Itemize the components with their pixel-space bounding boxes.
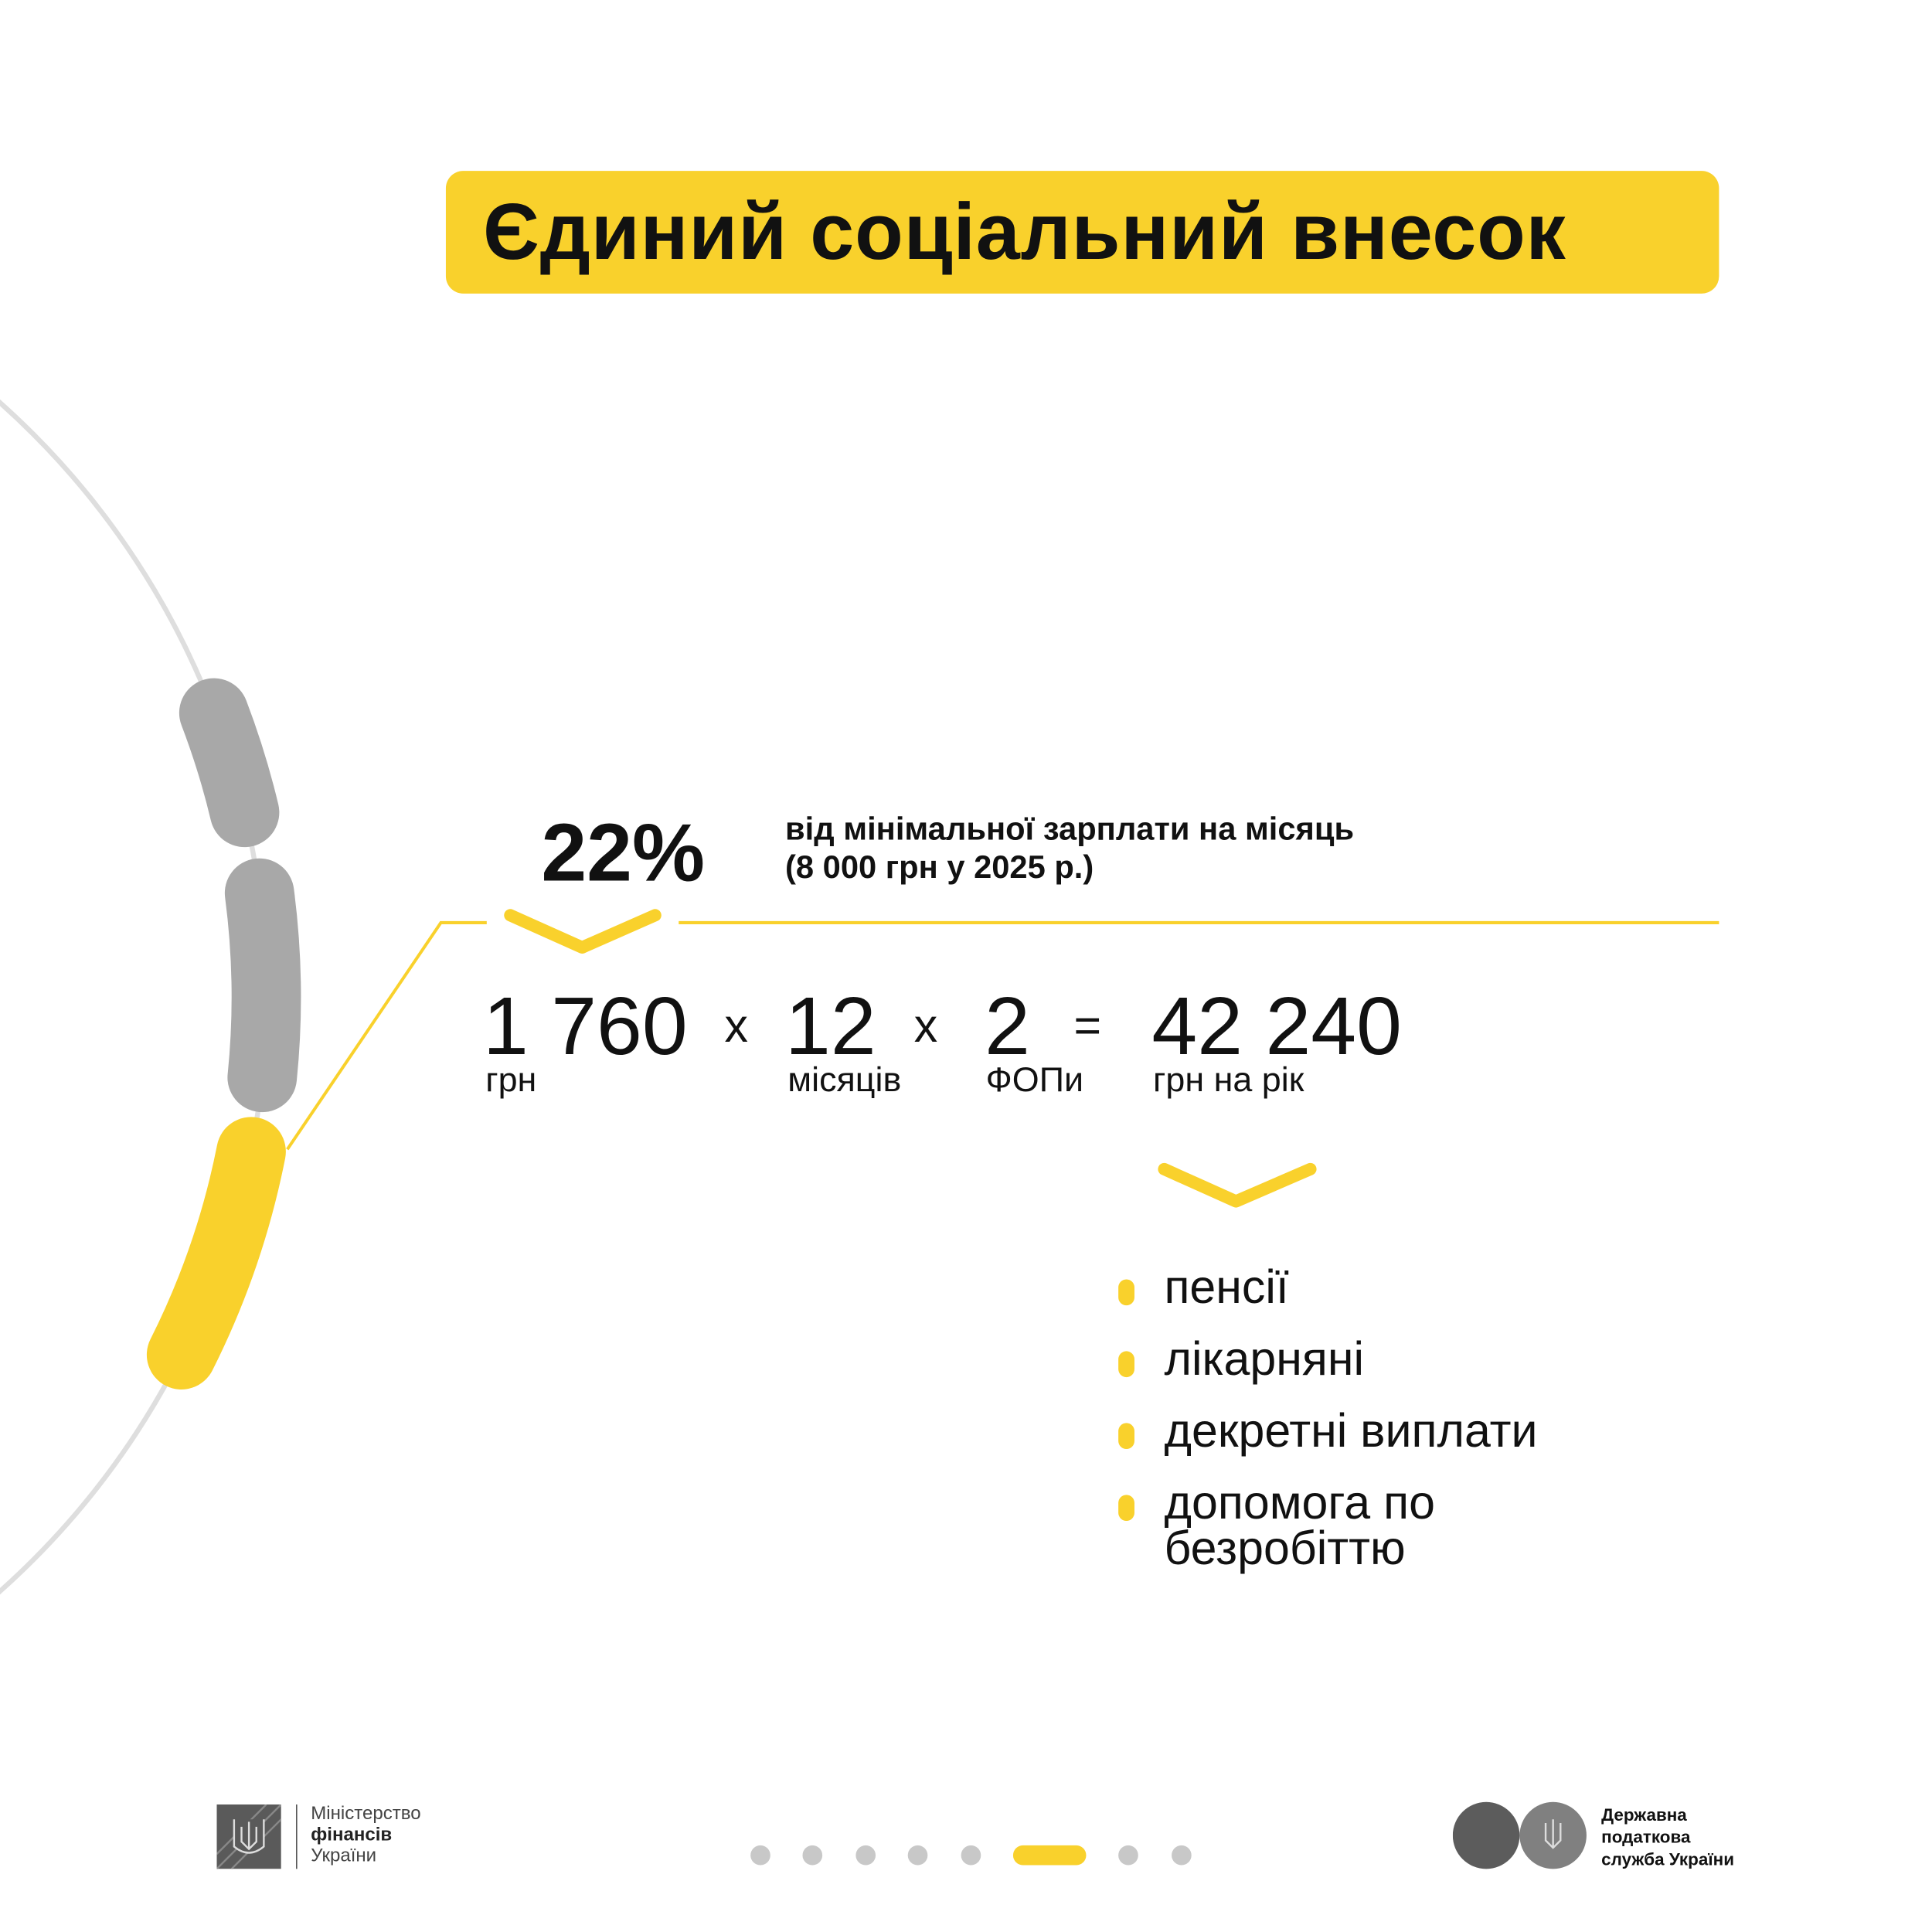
page-dot-1[interactable] [750, 1845, 770, 1866]
page-dot-6-active[interactable] [1012, 1845, 1087, 1866]
thin-circle [0, 400, 269, 1595]
bullet-icon [1118, 1351, 1134, 1378]
bullet-icon [1118, 1279, 1134, 1306]
bullet-icon [1118, 1495, 1134, 1521]
tax-service-emblem-icon [1452, 1801, 1587, 1869]
logo-divider [296, 1804, 298, 1869]
list-item: допомога по [1164, 1477, 1435, 1530]
arc-segment-gray-1 [179, 678, 280, 848]
title-banner [445, 171, 1719, 294]
equals-sign: = [1073, 1000, 1102, 1053]
connector-line [286, 920, 487, 1151]
list-item: пенсії [1164, 1262, 1289, 1315]
logo-text: Міністерство [311, 1803, 421, 1825]
page-dot-5[interactable] [961, 1845, 981, 1866]
logo-text: фінансів [311, 1824, 393, 1845]
logo-text: України [311, 1845, 377, 1867]
list-item: декретні виплати [1164, 1405, 1538, 1458]
rate-description-note: (8 000 грн у 2025 р.) [785, 848, 1094, 886]
list-item: лікарняні [1164, 1334, 1365, 1386]
term3-unit: ФОПи [985, 1060, 1084, 1099]
rate-description: від мінімальної зарплати на місяць [785, 810, 1355, 848]
multiply-sign: x [724, 1000, 748, 1053]
result-unit: грн на рік [1153, 1060, 1304, 1099]
term2-value: 12 [785, 979, 876, 1072]
chevron-down-icon [1158, 1162, 1317, 1208]
page-dot-8[interactable] [1172, 1845, 1192, 1866]
trident-emblem-icon [216, 1804, 281, 1869]
term1-value: 1 760 [483, 979, 688, 1072]
term3-value: 2 [985, 979, 1030, 1072]
arc-segment-gray-2 [224, 858, 301, 1113]
list-item-continuation: безробіттю [1164, 1523, 1406, 1576]
page-dot-4[interactable] [907, 1845, 928, 1866]
logo-text: служба України [1601, 1849, 1735, 1869]
rate-percent: 22% [541, 806, 706, 898]
result-value: 42 240 [1151, 979, 1402, 1072]
logo-text: податкова [1601, 1826, 1691, 1847]
bullet-icon [1118, 1423, 1134, 1450]
multiply-sign: x [913, 1000, 938, 1053]
page-dot-2[interactable] [802, 1845, 823, 1866]
page-dot-7[interactable] [1118, 1845, 1138, 1866]
chevron-down-icon [504, 909, 662, 954]
page-dot-3[interactable] [855, 1845, 876, 1866]
page-title: Єдиний соціальний внесок [483, 186, 1566, 277]
arc-segment-yellow [146, 1117, 286, 1389]
term2-unit: місяців [787, 1060, 902, 1099]
logo-text: Державна [1601, 1804, 1687, 1825]
term1-unit: грн [485, 1060, 537, 1099]
